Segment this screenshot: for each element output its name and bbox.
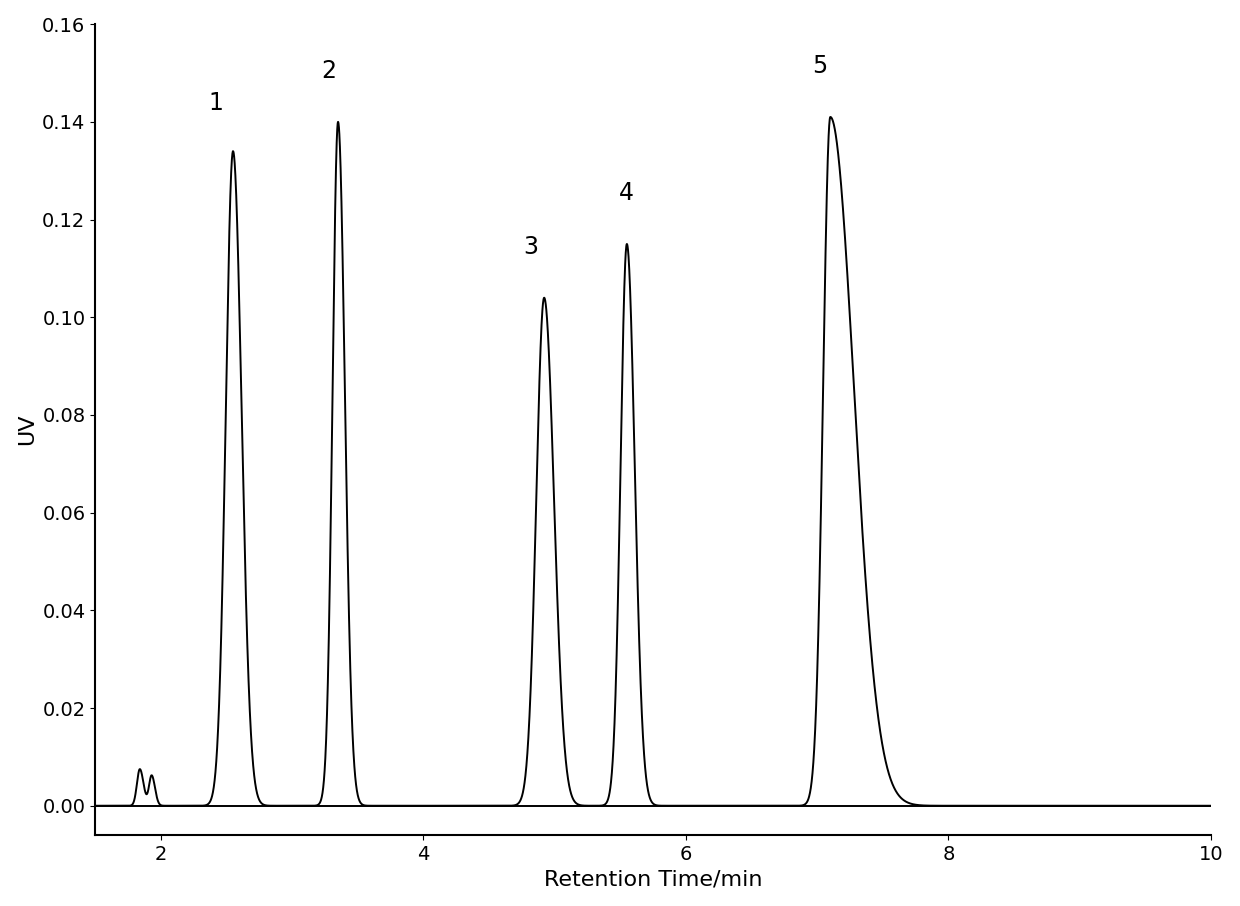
Text: 5: 5 [812, 53, 827, 78]
X-axis label: Retention Time/min: Retention Time/min [544, 870, 763, 890]
Text: 3: 3 [523, 235, 538, 258]
Text: 2: 2 [321, 59, 336, 82]
Text: 1: 1 [208, 91, 223, 114]
Y-axis label: UV: UV [16, 414, 37, 446]
Text: 4: 4 [619, 181, 635, 205]
